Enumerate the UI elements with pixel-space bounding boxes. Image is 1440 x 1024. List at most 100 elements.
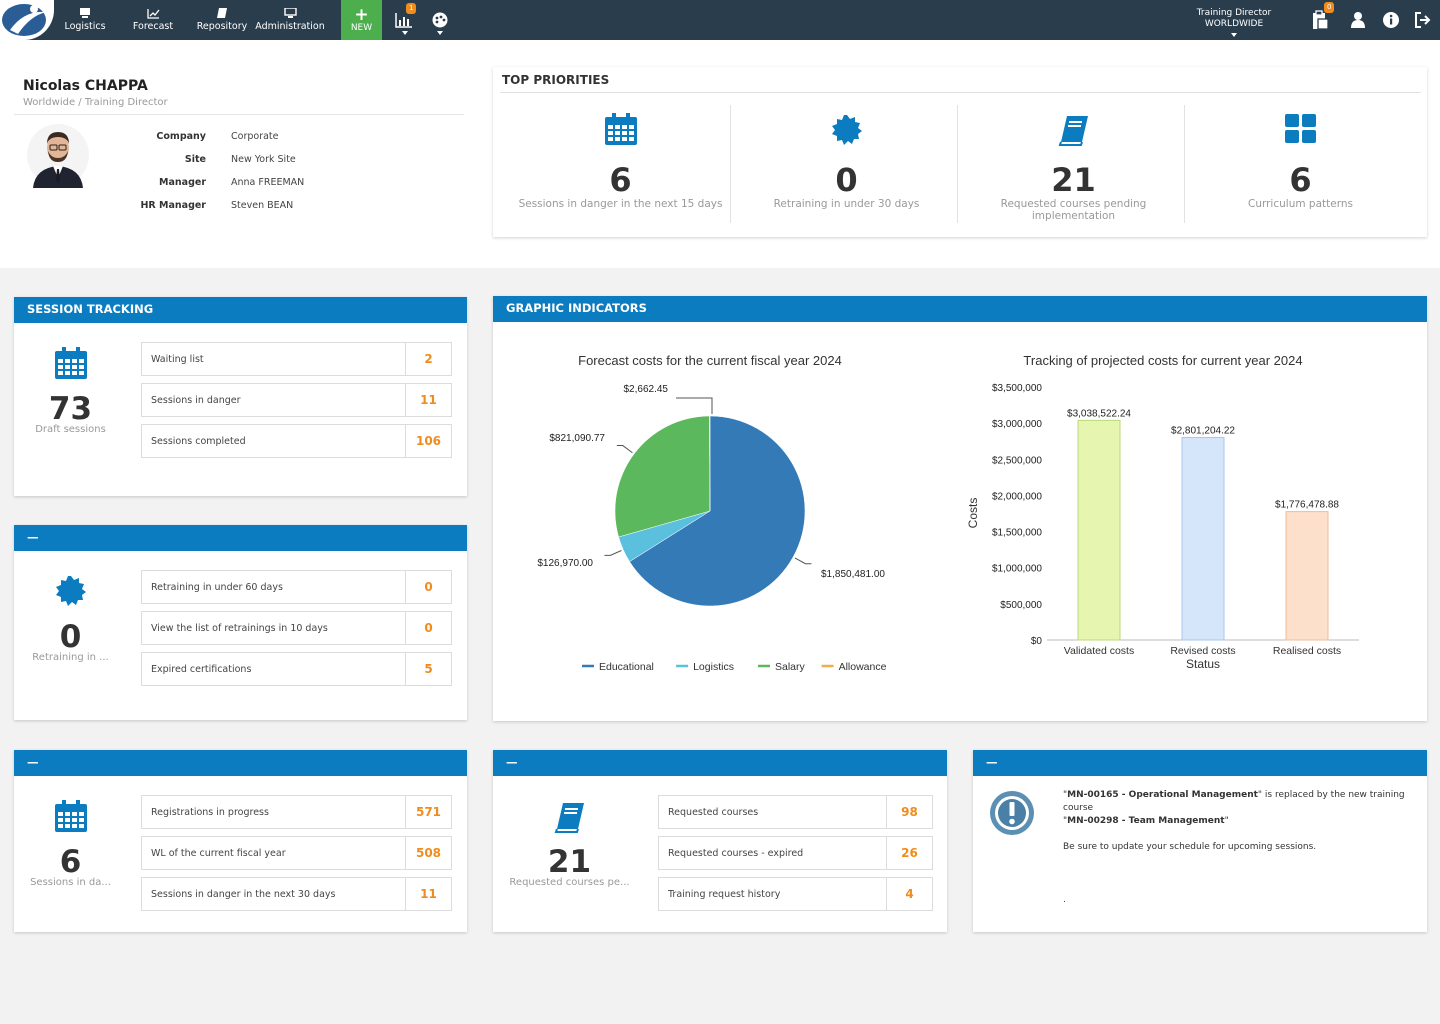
divider	[500, 92, 1421, 93]
documents-badge: 0	[1324, 2, 1335, 13]
divider	[1184, 105, 1185, 223]
info-value-row: New York Site	[231, 154, 391, 166]
nav-repository-label: Repository	[196, 21, 248, 32]
info-row-site: Site	[0, 154, 206, 166]
priority-label: Requested courses pending implementation	[1000, 198, 1147, 222]
list-item[interactable]: Training request history 4	[658, 877, 933, 911]
retraining-panel-title: —	[14, 525, 467, 551]
priority-value: 6	[609, 161, 632, 199]
sessions-in-danger-summary[interactable]: 6 Sessions in da...	[14, 844, 127, 888]
list-item[interactable]: Requested courses 98	[658, 795, 933, 829]
pie-data-label: $2,662.45	[624, 384, 669, 395]
notice-line-1: "MN-00165 - Operational Management" is r…	[1063, 789, 1423, 815]
list-item-label: Sessions in danger	[151, 395, 241, 406]
draft-sessions-summary[interactable]: 73 Draft sessions	[14, 391, 127, 435]
pie-leader-line	[794, 557, 812, 565]
book-icon	[217, 8, 227, 18]
badge-icon	[831, 115, 862, 145]
y-tick-label: $0	[1031, 636, 1043, 647]
priority-sessions-in-danger[interactable]: 6 Sessions in danger in the next 15 days	[507, 105, 734, 225]
nav-logistics-label: Logistics	[64, 21, 106, 32]
app-logo[interactable]	[0, 0, 54, 40]
pie-slice	[629, 415, 806, 607]
priority-label: Curriculum patterns	[1248, 198, 1353, 210]
quote: "	[1063, 790, 1068, 800]
role-selector[interactable]: Training Director WORLDWIDE	[1190, 8, 1278, 37]
info-value: Anna FREEMAN	[231, 177, 305, 188]
nav-forecast[interactable]: Forecast	[130, 0, 176, 40]
retraining-count: 0	[59, 619, 82, 655]
x-tick-label: Validated costs	[1064, 645, 1134, 657]
list-item[interactable]: Sessions in danger in the next 30 days 1…	[141, 877, 452, 911]
nav-repository[interactable]: Repository	[195, 0, 249, 40]
dashboard-menu[interactable]	[424, 0, 456, 40]
chevron-down-icon	[1231, 33, 1237, 37]
list-item-count: 98	[886, 796, 932, 828]
new-button-label: NEW	[350, 22, 373, 33]
registrations-panel-title: —	[14, 750, 467, 776]
notice-course-new: MN-00298 - Team Management	[1067, 816, 1225, 826]
book-icon	[554, 803, 584, 833]
list-item-count: 0	[405, 571, 451, 603]
notice-panel-title: —	[973, 750, 1427, 776]
priority-requested-courses[interactable]: 21 Requested courses pending implementat…	[960, 105, 1187, 225]
retraining-summary[interactable]: 0 Retraining in ...	[14, 619, 127, 663]
list-item[interactable]: Sessions completed 106	[141, 424, 452, 458]
user-button[interactable]	[1342, 0, 1374, 40]
x-tick-label: Realised costs	[1273, 645, 1341, 657]
list-item-count: 11	[405, 878, 451, 910]
top-priorities-panel: TOP PRIORITIES 6 Sessions in danger in t…	[493, 67, 1427, 237]
nav-logistics[interactable]: Logistics	[62, 0, 108, 40]
notice-dot: .	[1063, 895, 1066, 905]
y-tick-label: $500,000	[1000, 600, 1042, 611]
priority-retraining[interactable]: 0 Retraining in under 30 days	[733, 105, 960, 225]
y-tick-label: $1,500,000	[992, 528, 1042, 539]
list-item[interactable]: Requested courses - expired 26	[658, 836, 933, 870]
requested-courses-summary[interactable]: 21 Requested courses pe...	[507, 844, 632, 888]
logout-button[interactable]	[1407, 0, 1439, 40]
monitor-icon	[80, 8, 90, 18]
bar-data-label: $1,776,478.88	[1275, 500, 1339, 511]
list-item[interactable]: View the list of retrainings in 10 days …	[141, 611, 452, 645]
new-button[interactable]: + NEW	[341, 0, 382, 40]
bar	[1181, 437, 1225, 641]
documents-icon	[1313, 10, 1329, 30]
legend-label: Allowance	[839, 661, 887, 673]
list-item[interactable]: WL of the current fiscal year 508	[141, 836, 452, 870]
graphic-indicators-panel: GRAPHIC INDICATORS Forecast costs for th…	[493, 296, 1427, 721]
info-button[interactable]	[1375, 0, 1407, 40]
y-axis-label: Costs	[966, 498, 980, 529]
list-item[interactable]: Sessions in danger 11	[141, 383, 452, 417]
info-value: Corporate	[231, 131, 279, 142]
notice-course-old: MN-00165 - Operational Management	[1067, 790, 1258, 800]
chevron-down-icon	[437, 31, 443, 35]
documents-button[interactable]: 0	[1305, 0, 1337, 40]
reports-menu[interactable]: 1	[388, 0, 420, 40]
user-name: Nicolas CHAPPA	[23, 78, 148, 94]
list-item-count: 5	[405, 653, 451, 685]
list-item-count: 2	[405, 343, 451, 375]
notice-message: "MN-00165 - Operational Management" is r…	[1063, 789, 1423, 854]
pie-data-label: $1,850,481.00	[821, 569, 885, 580]
list-item[interactable]: Expired certifications 5	[141, 652, 452, 686]
divider	[730, 105, 731, 223]
priority-value: 0	[835, 161, 858, 199]
list-item[interactable]: Retraining in under 60 days 0	[141, 570, 452, 604]
list-item-count: 106	[405, 425, 451, 457]
retraining-panel: — 0 Retraining in ... Retraining in unde…	[14, 525, 467, 720]
list-item-label: WL of the current fiscal year	[151, 848, 286, 859]
list-item-label: Waiting list	[151, 354, 204, 365]
info-value: Steven BEAN	[231, 200, 294, 211]
draft-sessions-label: Draft sessions	[35, 424, 106, 435]
avatar	[27, 122, 89, 188]
y-tick-label: $2,500,000	[992, 455, 1042, 466]
priority-curriculum-patterns[interactable]: 6 Curriculum patterns	[1187, 105, 1414, 225]
info-key: HR Manager	[140, 200, 206, 211]
list-item[interactable]: Waiting list 2	[141, 342, 452, 376]
list-item-count: 508	[405, 837, 451, 869]
nav-administration[interactable]: Administration	[255, 0, 325, 40]
role-title: Training Director	[1196, 8, 1272, 18]
legend-label: Educational	[599, 661, 654, 673]
list-item[interactable]: Registrations in progress 571	[141, 795, 452, 829]
user-icon	[1351, 12, 1365, 28]
